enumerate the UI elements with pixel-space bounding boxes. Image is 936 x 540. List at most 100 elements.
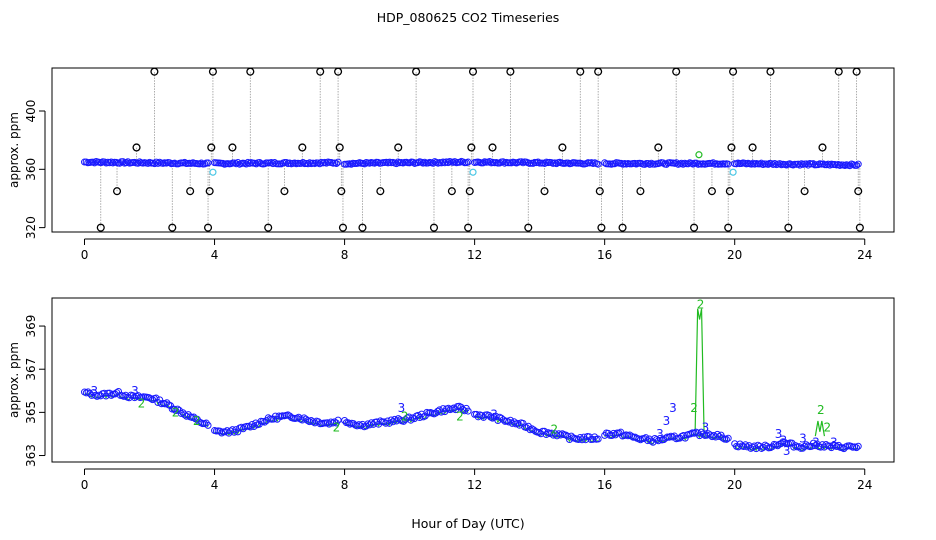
co2-point xyxy=(757,159,765,167)
outlier-point xyxy=(540,187,549,196)
co2-point xyxy=(151,160,159,168)
co2-point xyxy=(478,412,486,420)
co2-point xyxy=(409,158,417,166)
co2-point xyxy=(384,417,392,425)
co2-point xyxy=(555,430,563,438)
co2-point xyxy=(429,159,437,167)
bottom-y-tick-label: 365 xyxy=(24,401,38,424)
co2-point xyxy=(499,158,507,166)
co2-point xyxy=(107,391,115,399)
top-x-tick-label: 4 xyxy=(211,248,219,262)
co2-point xyxy=(216,427,224,435)
outlier-point xyxy=(854,187,863,196)
top-x-tick-label: 12 xyxy=(467,248,482,262)
co2-point xyxy=(854,442,862,450)
label-3: 3 xyxy=(669,401,677,415)
label-3: 3 xyxy=(663,414,671,428)
co2-point xyxy=(794,160,802,168)
outlier-point xyxy=(208,67,217,76)
co2-point xyxy=(93,392,101,400)
co2-point xyxy=(656,434,664,442)
top-x-tick-label: 24 xyxy=(857,248,872,262)
co2-point xyxy=(400,417,408,425)
outlier-point xyxy=(729,67,738,76)
co2-point xyxy=(149,396,157,404)
green-spike xyxy=(814,420,826,437)
co2-point xyxy=(221,428,229,436)
co2-point xyxy=(91,159,99,167)
co2-point xyxy=(684,160,692,168)
top-x-tick-label: 8 xyxy=(341,248,349,262)
co2-point xyxy=(391,415,399,423)
co2-point xyxy=(854,160,862,168)
co2-point xyxy=(237,423,245,431)
x-axis-label: Hour of Day (UTC) xyxy=(411,516,524,531)
outlier-point xyxy=(855,223,864,232)
co2-point xyxy=(699,430,707,438)
outlier-point xyxy=(818,143,827,152)
co2-point xyxy=(181,158,189,166)
outlier-point xyxy=(168,223,177,232)
label-3: 3 xyxy=(398,401,406,415)
top-x-tick-label: 0 xyxy=(81,248,89,262)
co2-point xyxy=(796,161,804,169)
outlier-point xyxy=(186,187,195,196)
top-x-tick-label: 20 xyxy=(727,248,742,262)
co2-point xyxy=(394,415,402,423)
co2-point xyxy=(557,431,565,439)
outlier-point xyxy=(316,67,325,76)
outlier-point xyxy=(506,67,515,76)
co2-point xyxy=(248,421,256,429)
co2-point xyxy=(234,159,242,167)
label-3: 3 xyxy=(131,384,139,398)
co2-point xyxy=(361,160,369,168)
top-panel-ticks: 0 4 8 12 16 20 24 320 360 400 xyxy=(24,100,872,262)
outlier-point xyxy=(358,223,367,232)
co2-point xyxy=(696,432,704,440)
outlier-point xyxy=(618,223,627,232)
co2-point xyxy=(392,160,400,168)
bottom-x-tick-label: 16 xyxy=(597,478,612,492)
bottom-panel-ticks: 0 4 8 12 16 20 24 363 365 367 369 xyxy=(24,315,872,492)
co2-point xyxy=(341,417,349,425)
co2-point xyxy=(752,445,760,453)
outlier-point xyxy=(727,143,736,152)
co2-point xyxy=(610,429,618,437)
outlier-point xyxy=(724,223,733,232)
outlier-point xyxy=(636,187,645,196)
co2-point xyxy=(740,443,748,451)
co2-point xyxy=(316,160,324,168)
co2-point xyxy=(792,442,800,450)
co2-point xyxy=(517,158,525,166)
co2-point xyxy=(781,438,789,446)
co2-point xyxy=(835,441,843,449)
co2-point xyxy=(298,416,306,424)
co2-point xyxy=(743,443,751,451)
co2-point xyxy=(101,158,109,166)
co2-point xyxy=(747,444,755,452)
outlier-point xyxy=(228,143,237,152)
co2-point xyxy=(136,158,144,166)
outlier-point xyxy=(707,187,716,196)
co2-point xyxy=(84,388,92,396)
label-2: 2 xyxy=(817,403,825,417)
filler-point xyxy=(209,168,217,176)
co2-point xyxy=(382,419,390,427)
co2-point xyxy=(611,431,619,439)
chart-title: HDP_080625 CO2 Timeseries xyxy=(377,10,560,25)
bottom-y-tick-label: 367 xyxy=(24,358,38,381)
top-y-axis-label: approx. ppm xyxy=(7,112,21,188)
label-2: 2 xyxy=(456,410,464,424)
bottom-panel-frame xyxy=(51,297,895,463)
label-2: 2 xyxy=(333,420,341,434)
co2-point xyxy=(822,441,830,449)
co2-point xyxy=(344,419,352,427)
co2-point xyxy=(826,161,834,169)
label-2: 2 xyxy=(824,420,832,434)
outlier-point xyxy=(298,143,307,152)
co2-point xyxy=(763,442,771,450)
co2-point xyxy=(385,419,393,427)
co2-point xyxy=(234,428,242,436)
label-2: 2 xyxy=(138,397,146,411)
co2-point xyxy=(307,417,315,425)
